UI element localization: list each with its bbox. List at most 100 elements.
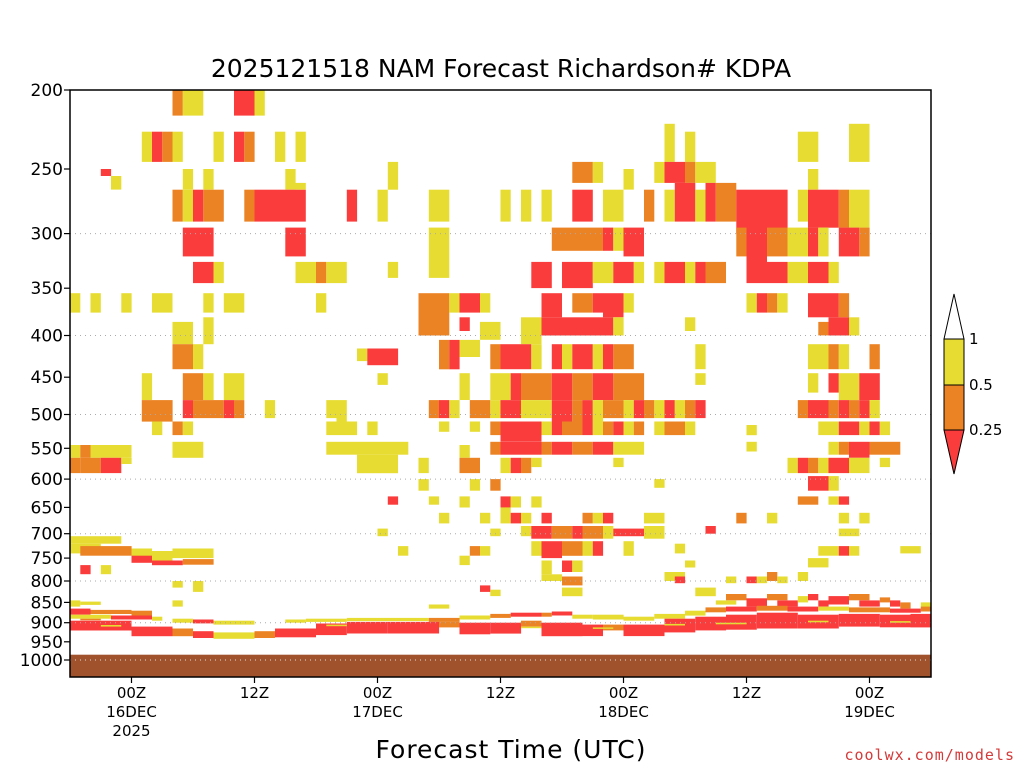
heatmap-cell-252 (418, 457, 429, 474)
heatmap-cell-421 (582, 624, 603, 637)
heatmap-cell-276 (510, 496, 521, 508)
heatmap-cell-430 (879, 614, 911, 628)
heatmap-cell-38 (346, 189, 358, 222)
heatmap-cell-217 (633, 421, 645, 436)
heatmap-cell-261 (808, 457, 819, 474)
heatmap-cell-364 (797, 596, 809, 603)
heatmap-cell-95 (152, 293, 173, 313)
heatmap-cell-60 (551, 227, 604, 251)
heatmap-cell-37 (295, 182, 306, 190)
heatmap-cell-238 (572, 441, 593, 455)
heatmap-cell-150 (223, 373, 245, 400)
heatmap-cell-321 (480, 546, 491, 556)
y-tick-label-650: 650 (31, 498, 63, 518)
heatmap-cell-179 (521, 400, 552, 419)
y-tick-label-550: 550 (31, 439, 63, 459)
heatmap-cell-377 (131, 610, 152, 616)
heatmap-cell-23 (572, 161, 593, 183)
heatmap-cell-109 (756, 293, 768, 313)
heatmap-cell-84 (664, 261, 685, 284)
colorbar-label-1: 1 (969, 330, 979, 348)
y-tick-label-850: 850 (31, 593, 63, 613)
y-tick-label-200: 200 (31, 81, 63, 101)
heatmap-cell-120 (562, 317, 614, 336)
heatmap-cell-110 (767, 293, 778, 313)
heatmap-cell-343 (726, 576, 737, 584)
heatmap-cell-359 (715, 600, 737, 605)
heatmap-cell-419 (521, 620, 542, 627)
heatmap-cell-31 (172, 189, 183, 222)
heatmap-cell-355 (70, 600, 81, 607)
heatmap-cell-198 (859, 400, 870, 419)
heatmap-cell-213 (592, 421, 604, 436)
heatmap-cell-375 (70, 608, 91, 615)
heatmap-cell-283 (500, 507, 511, 524)
heatmap-cell-291 (736, 512, 747, 524)
heatmap-cell-17 (100, 169, 112, 176)
heatmap-cell-351 (480, 585, 491, 592)
heatmap-cell-157 (572, 373, 593, 400)
heatmap-cell-24 (592, 161, 604, 183)
heatmap-cell-227 (70, 445, 81, 458)
x-tick-label-4-1: 18DEC (598, 703, 649, 721)
heatmap-cell-144 (828, 344, 839, 370)
heatmap-cell-4 (141, 131, 153, 162)
heatmap-cell-15 (797, 131, 819, 162)
heatmap-cell-134 (500, 344, 532, 370)
heatmap-cell-20 (203, 169, 214, 190)
heatmap-cell-59 (428, 227, 450, 278)
credit-label[interactable]: coolwx.com/models (844, 746, 1015, 764)
heatmap-cell-226 (879, 421, 891, 436)
heatmap-cell-329 (818, 546, 839, 556)
heatmap-cell-62 (613, 227, 624, 251)
heatmap-cell-318 (100, 565, 112, 575)
heatmap-cell-288 (592, 512, 604, 524)
heatmap-cell-295 (377, 528, 388, 537)
heatmap-cell-58 (285, 227, 306, 257)
heatmap-cell-401 (787, 606, 819, 612)
heatmap-cell-297 (521, 526, 532, 537)
colorbar-bottom-triangle (943, 429, 965, 475)
heatmap-cell-427 (756, 612, 798, 629)
heatmap-cell-56 (849, 189, 870, 228)
heatmap-cell-356 (80, 601, 101, 605)
heatmap-cell-47 (664, 189, 675, 222)
heatmap-cell-302 (603, 526, 614, 539)
heatmap-cell-249 (100, 457, 122, 474)
heatmap-cell-6 (162, 131, 173, 162)
heatmap-cell-415 (387, 621, 440, 634)
heatmap-cell-396 (654, 613, 686, 619)
heatmap-cell-12 (295, 131, 306, 162)
heatmap-cell-203 (326, 421, 358, 436)
heatmap-cell-387 (428, 617, 460, 622)
chart-title: 2025121518 NAM Forecast Richardson# KDPA (211, 54, 791, 83)
heatmap-cell-127 (193, 344, 204, 370)
heatmap-cell-358 (428, 604, 450, 609)
heatmap-cell-230 (172, 441, 204, 458)
heatmap-cell-410 (213, 632, 255, 639)
heatmap-cell-418 (490, 622, 522, 634)
heatmap-cell-300 (572, 526, 583, 539)
heatmap-cell-35 (244, 189, 255, 222)
heatmap-cell-146 (869, 344, 880, 370)
heatmap-cell-411 (254, 631, 275, 638)
heatmap-cell-417 (459, 622, 491, 635)
heatmap-cell-353 (562, 587, 583, 597)
colorbar: 1 0.5 0.25 (943, 293, 1002, 475)
heatmap-cell-386 (346, 617, 429, 622)
heatmap-cell-155 (521, 373, 552, 400)
heatmap-cell-328 (674, 543, 686, 554)
heatmap-cell-311 (131, 548, 152, 559)
heatmap-cell-437 (664, 623, 685, 626)
heatmap-cell-305 (644, 526, 665, 539)
heatmap-cell-293 (838, 512, 850, 524)
heatmap-cell-7 (172, 131, 183, 162)
heatmap-cell-153 (490, 373, 511, 400)
heatmap-cell-43 (541, 189, 552, 222)
heatmap-cell-178 (500, 400, 521, 419)
heatmap-cell-221 (746, 425, 757, 436)
heatmap-cell-76 (326, 261, 347, 284)
heatmap-cell-205 (439, 421, 450, 432)
y-tick-label-500: 500 (31, 406, 63, 426)
x-tick-label-0-0: 00Z (117, 684, 146, 702)
